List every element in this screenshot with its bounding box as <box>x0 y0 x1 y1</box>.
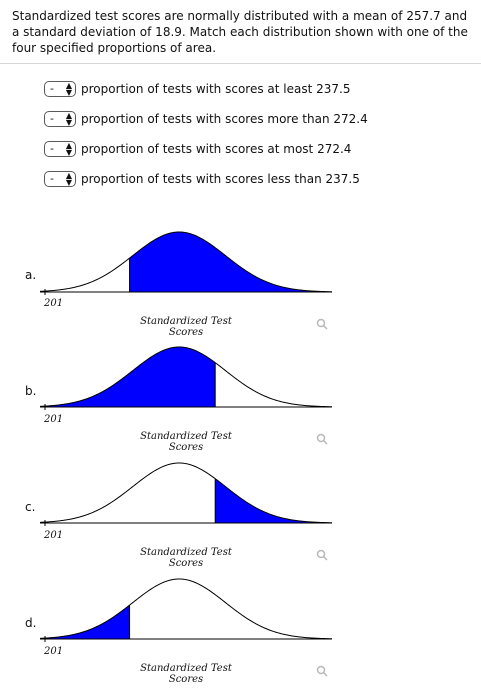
select-value: - <box>50 112 54 125</box>
question-text: Standardized test scores are normally di… <box>12 9 468 55</box>
shaded-area <box>129 232 332 292</box>
shaded-area <box>40 605 130 639</box>
statement-3: proportion of tests with scores at most … <box>81 142 352 156</box>
option-label-a: a. <box>25 268 37 282</box>
select-value: - <box>50 142 54 155</box>
match-row-2: - ▲ ▼ proportion of tests with scores mor… <box>44 109 368 129</box>
axis-title-c: Standardized Test Scores <box>140 547 232 569</box>
option-label-c: c. <box>25 500 36 514</box>
answer-select-3[interactable]: - ▲ ▼ <box>44 141 76 157</box>
axis-title-d: Standardized Test Scores <box>140 663 232 685</box>
up-down-arrows-icon: ▲ ▼ <box>65 111 72 127</box>
axis-title-b: Standardized Test Scores <box>140 431 232 453</box>
bell-curve <box>40 578 332 640</box>
distribution-curve-b <box>40 346 332 410</box>
select-value: - <box>50 82 54 95</box>
axis-min-label-d: 201 <box>44 646 64 657</box>
match-row-4: - ▲ ▼ proportion of tests with scores les… <box>44 169 360 189</box>
magnifier-icon[interactable] <box>316 549 328 561</box>
axis-min-label-a: 201 <box>44 298 64 309</box>
select-value: - <box>50 172 54 185</box>
distribution-curve-c <box>40 462 332 526</box>
axis-min-label-b: 201 <box>44 414 64 425</box>
shaded-area <box>40 347 216 407</box>
magnifier-icon[interactable] <box>316 318 328 330</box>
match-row-1: - ▲ ▼ proportion of tests with scores at … <box>44 79 350 99</box>
magnifier-icon[interactable] <box>316 433 328 445</box>
divider <box>0 63 481 64</box>
bell-curve <box>40 231 332 293</box>
statement-2: proportion of tests with scores more tha… <box>81 112 368 126</box>
statement-4: proportion of tests with scores less tha… <box>81 172 360 186</box>
statement-1: proportion of tests with scores at least… <box>81 82 351 96</box>
up-down-arrows-icon: ▲ ▼ <box>65 171 72 187</box>
option-label-b: b. <box>25 384 37 398</box>
up-down-arrows-icon: ▲ ▼ <box>65 81 72 97</box>
answer-select-2[interactable]: - ▲ ▼ <box>44 111 76 127</box>
axis-min-label-c: 201 <box>44 530 64 541</box>
distribution-curve-d <box>40 578 332 642</box>
distribution-curve-a <box>40 231 332 295</box>
answer-select-1[interactable]: - ▲ ▼ <box>44 81 76 97</box>
bell-curve <box>40 346 332 408</box>
option-label-d: d. <box>25 616 37 630</box>
shaded-area <box>215 478 332 523</box>
magnifier-icon[interactable] <box>316 665 328 677</box>
bell-curve <box>40 462 332 524</box>
answer-select-4[interactable]: - ▲ ▼ <box>44 171 76 187</box>
axis-title-a: Standardized Test Scores <box>140 316 232 338</box>
match-row-3: - ▲ ▼ proportion of tests with scores at … <box>44 139 351 159</box>
up-down-arrows-icon: ▲ ▼ <box>65 141 72 157</box>
